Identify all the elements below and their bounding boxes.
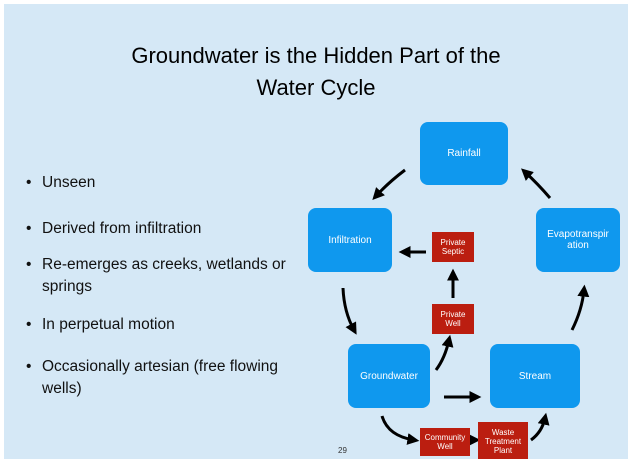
source-box: Private Well xyxy=(432,304,474,334)
node: Infiltration xyxy=(308,208,392,272)
label-line: Rainfall xyxy=(447,148,481,159)
arrow xyxy=(434,334,454,371)
slide: Groundwater is the Hidden Part of the Wa… xyxy=(4,4,628,459)
label-line: Private xyxy=(440,238,466,247)
source-box: Community Well xyxy=(420,428,470,456)
label-line: Stream xyxy=(518,370,552,382)
arrow xyxy=(530,412,550,442)
arrow xyxy=(372,168,406,200)
slide-title: Groundwater is the Hidden Part of the Wa… xyxy=(64,40,568,104)
arrows xyxy=(341,168,590,446)
label-line: Well xyxy=(445,319,461,328)
label-line: Community xyxy=(424,433,466,442)
bullet: Derived from infiltration xyxy=(26,218,286,240)
label-line: Septic xyxy=(441,247,465,256)
node: Groundwater xyxy=(348,344,430,408)
label-line: Evapotranspir xyxy=(547,229,609,240)
label-line: Treatment xyxy=(484,436,522,446)
label-line: Groundwater xyxy=(360,370,418,382)
bullet: Unseen xyxy=(26,172,286,194)
bullet: Re-emerges as creeks, wetlands or spring… xyxy=(26,254,286,298)
arrow xyxy=(570,284,590,331)
bullet: Occasionally artesian (free flowing well… xyxy=(26,356,286,400)
title-line: Groundwater is the Hidden Part of the xyxy=(131,43,501,68)
label-line: Well xyxy=(437,442,453,451)
arrow xyxy=(521,168,552,199)
node: Stream xyxy=(490,344,580,408)
label-line: Plant xyxy=(493,445,513,455)
label-line: Waste xyxy=(491,427,515,437)
arrow xyxy=(380,415,420,445)
label-line: Private xyxy=(440,310,466,319)
bullet: In perpetual motion xyxy=(26,314,286,336)
arrow xyxy=(341,287,357,335)
source-box: Waste Treatment Plant xyxy=(478,422,528,459)
label-line: Infiltration xyxy=(328,234,372,246)
node: Evapotranspir ation xyxy=(536,208,620,272)
node: Rainfall xyxy=(420,122,508,185)
title-line: Water Cycle xyxy=(256,75,376,100)
page-number: 29 xyxy=(338,446,347,455)
bullet-list: Unseen Derived from infiltration Re-emer… xyxy=(26,172,286,424)
label-line: ation xyxy=(567,240,589,251)
source-box: Private Septic xyxy=(432,232,474,262)
